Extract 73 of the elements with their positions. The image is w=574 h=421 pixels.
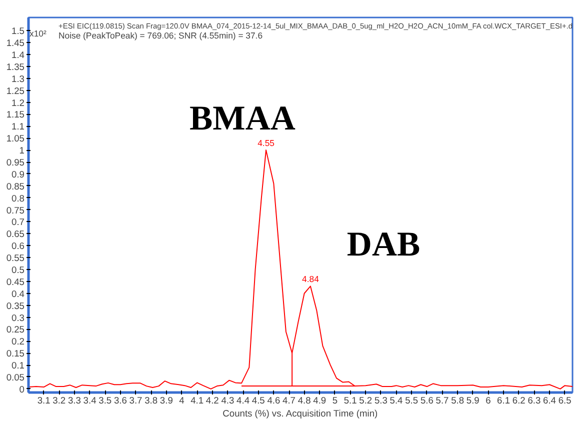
x-tick-label: 3.3 [68,396,81,406]
y-tick-label: 0.7 [12,217,24,228]
x-tick-label: 4.7 [282,396,296,406]
y-tick-label: 0.55 [6,253,24,264]
x-axis-title: Counts (%) vs. Acquisition Time (min) [222,408,378,418]
y-tick-label: 1.4 [12,50,24,60]
y-tick-label: 1.05 [6,134,24,144]
y-tick-label: 0.05 [6,372,24,382]
x-tick-label: 6.5 [558,396,572,406]
x-tick-label: 4.5 [252,396,265,406]
x-tick-label: 5 [332,396,338,406]
y-tick-label: 0.85 [6,181,24,192]
y-tick-label: 0.3 [12,312,24,323]
y-tick-label: 0.8 [12,193,24,204]
y-axis-title: x10² [30,28,46,38]
x-tick-label: 3.8 [144,396,158,406]
y-tick-label: 0.15 [6,348,24,359]
y-tick-label: 0.45 [6,276,24,287]
x-tick-label: 6.2 [512,396,526,406]
x-tick-label: 5.1 [344,396,357,406]
x-tick-label: 3.4 [83,396,96,406]
y-tick-label: 0.4 [12,288,24,299]
x-tick-label: 3.9 [160,396,173,406]
x-tick-label: 3.5 [98,396,112,406]
y-tick-label: 0 [19,384,25,394]
y-tick-label: 0.9 [12,169,24,180]
x-tick-label: 5.4 [390,396,403,406]
x-tick-label: 6.3 [528,396,541,406]
text: Noise (PeakToPeak) = 769.06; SNR (4.55min) = 37.6 [58,30,263,40]
x-tick-label: 6.1 [497,396,510,406]
x-tick-label: 4 [179,396,184,406]
x-tick-label: 4.8 [298,396,311,406]
y-tick-label: 1.3 [12,74,24,84]
x-tick-label: 5.8 [451,396,464,406]
y-tick-label: 0.65 [6,229,24,240]
x-tick-label: 5.6 [420,396,434,406]
annotation: 4.84 [302,274,320,284]
y-tick-label: 0.5 [12,264,24,275]
y-tick-label: 0.1 [12,360,24,371]
x-tick-label: 4.1 [190,396,204,406]
y-tick-label: 0.6 [12,241,24,252]
y-tick-label: 1.15 [6,110,24,120]
x-tick-label: 6.4 [543,396,556,406]
x-tick-label: 6 [486,396,491,406]
y-tick-label: 0.95 [6,158,24,168]
x-tick-label: 4.4 [236,396,250,406]
x-tick-label: 5.5 [405,396,418,406]
y-tick-label: 1.1 [12,122,24,132]
annotation: 4.55 [258,138,275,148]
x-tick-label: 3.7 [129,396,142,406]
y-tick-label: 1.25 [6,86,24,96]
y-tick-label: 0.35 [6,300,24,311]
y-tick-label: 1 [19,146,25,156]
x-tick-label: 3.6 [114,396,127,406]
x-tick-label: 4.9 [313,396,326,406]
y-tick-label: 0.25 [6,324,24,335]
y-tick-label: 0.75 [6,205,24,216]
x-tick-label: 3.1 [37,396,50,406]
annotation: DAB [346,226,420,264]
y-tick-label: 1.35 [6,62,24,72]
x-tick-label: 3.2 [52,396,66,406]
y-tick-label: 1.45 [6,38,24,48]
annotation: BMAA [190,100,296,138]
x-tick-label: 4.3 [221,396,234,406]
y-tick-label: 0.2 [12,336,24,347]
y-tick-label: 1.2 [12,98,24,108]
x-tick-label: 5.2 [359,396,372,406]
x-tick-label: 5.9 [466,396,480,406]
x-tick-label: 5.7 [436,396,449,406]
x-tick-label: 4.2 [206,396,219,406]
x-tick-label: 4.6 [267,396,280,406]
y-tick-label: 1.5 [12,26,24,36]
x-tick-label: 5.3 [374,396,388,406]
